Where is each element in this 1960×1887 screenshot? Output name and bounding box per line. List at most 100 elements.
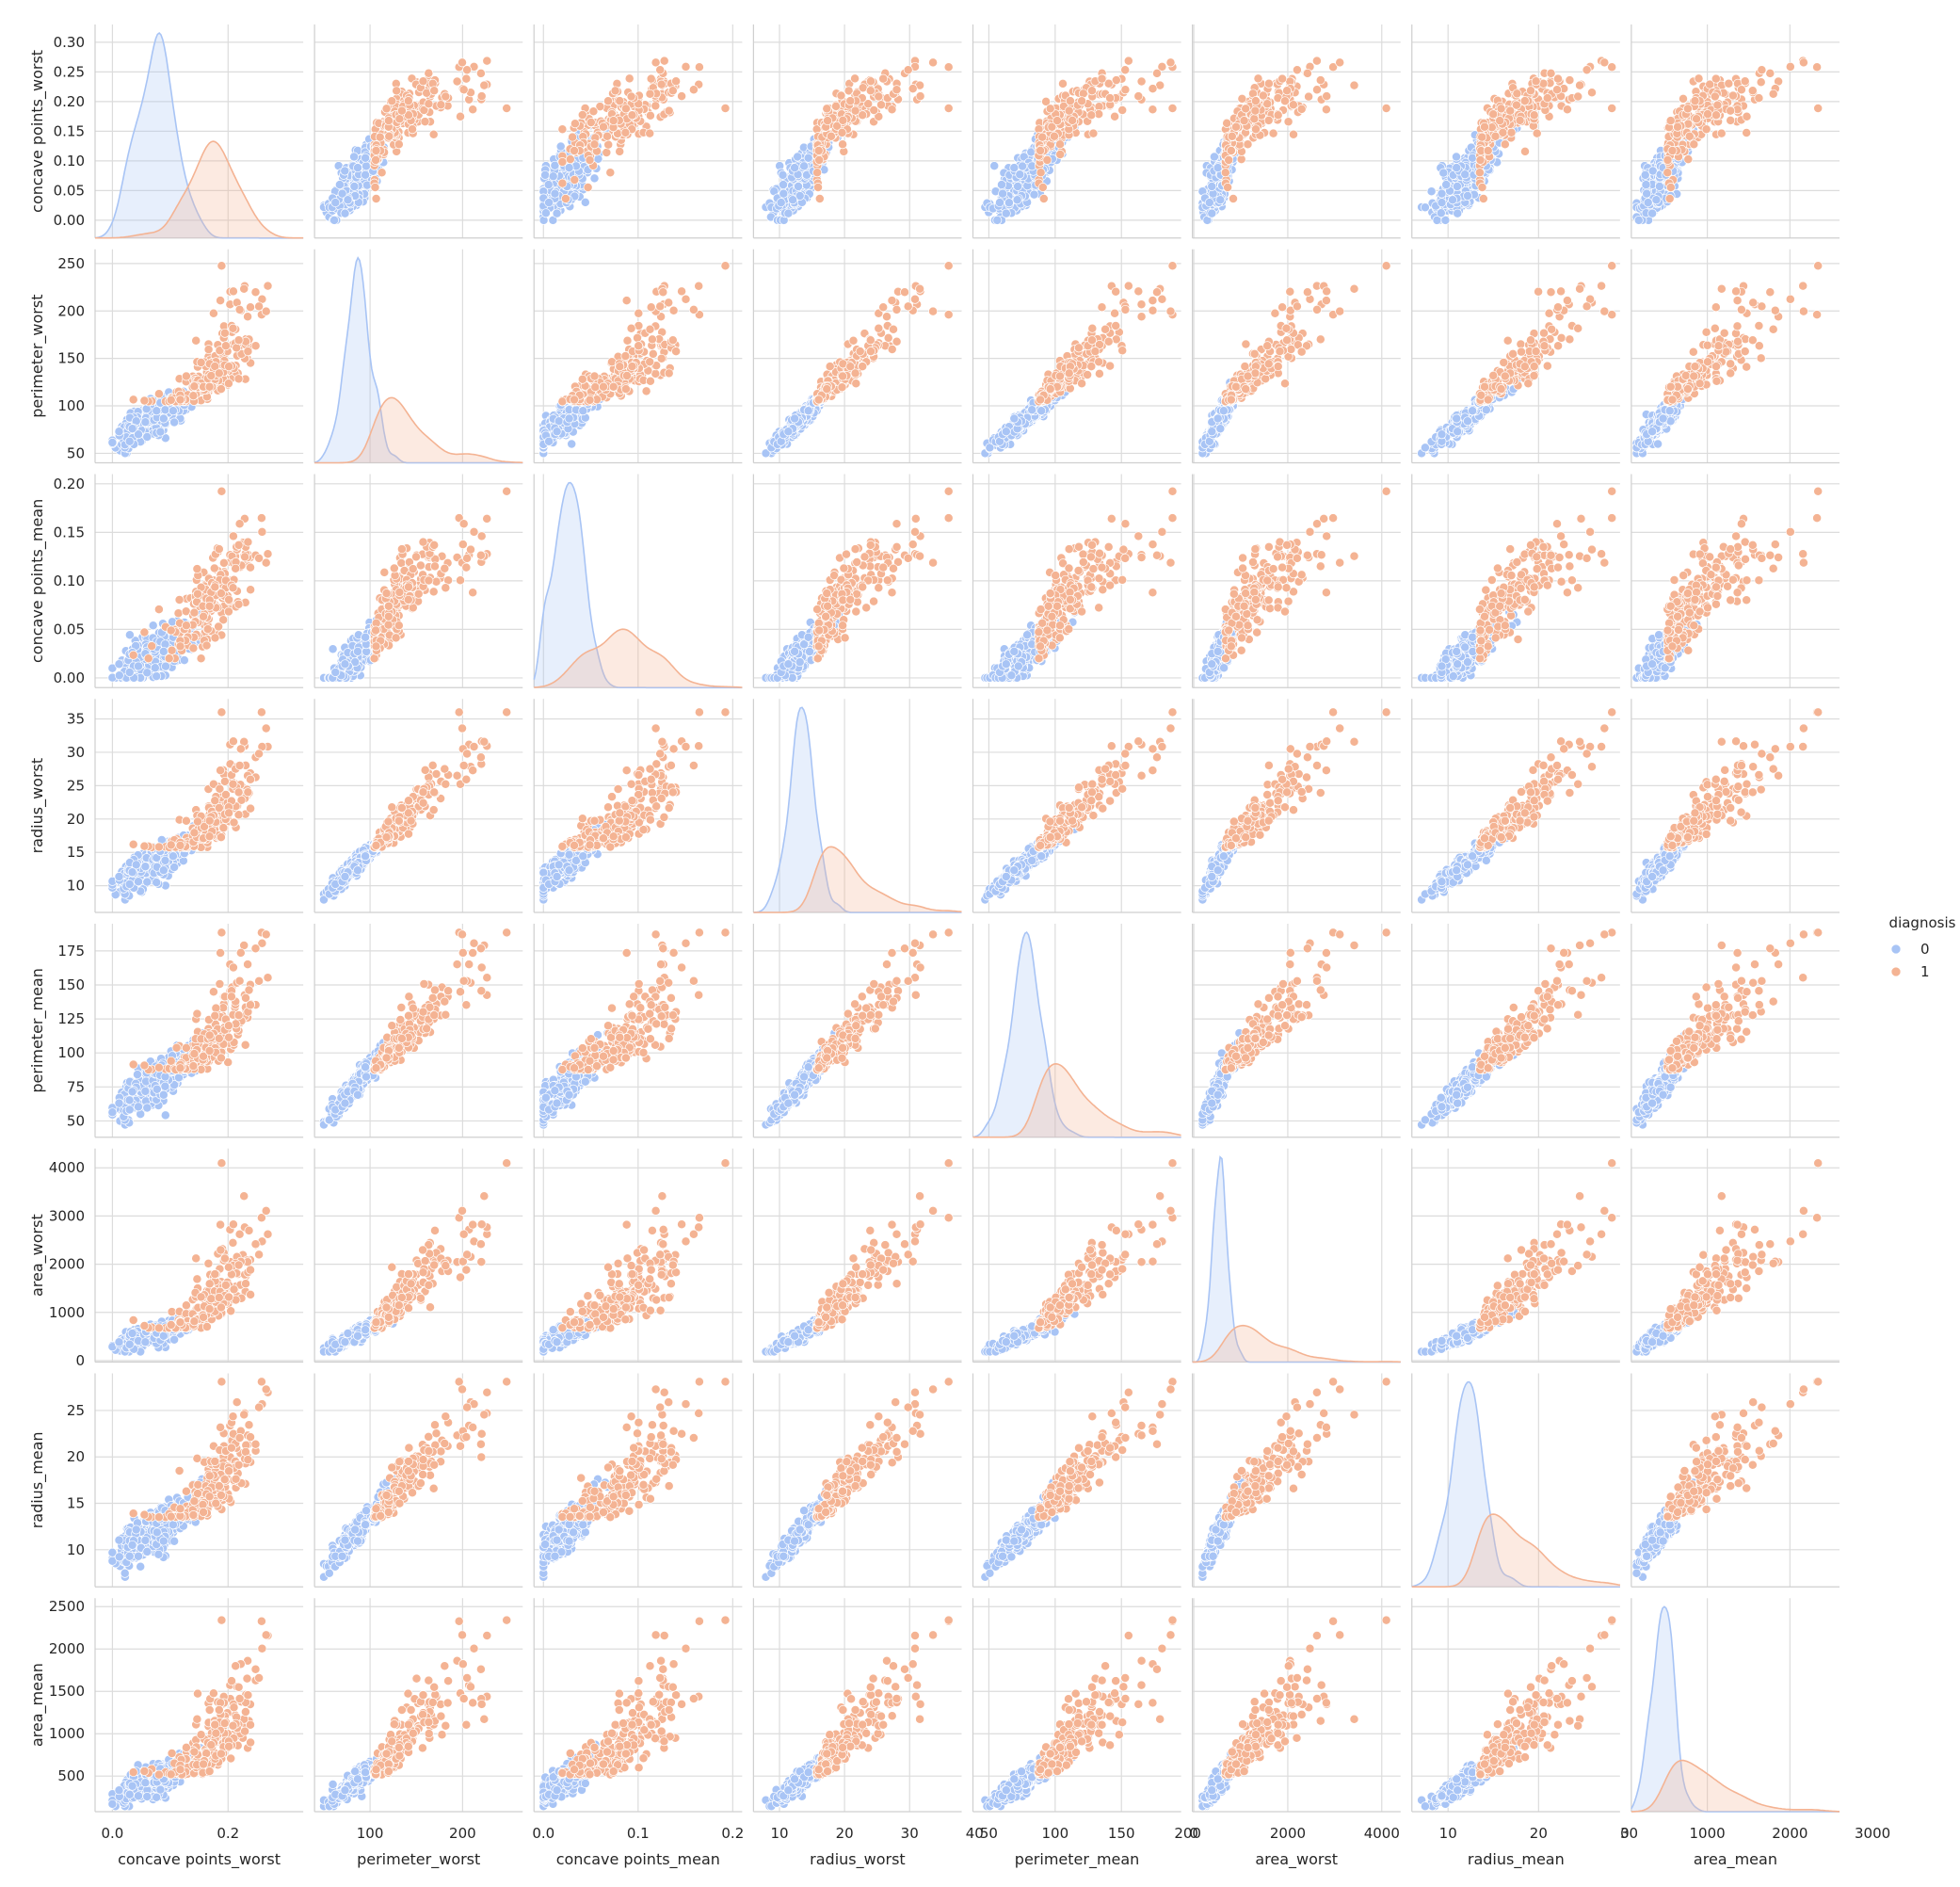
point-class-0 — [544, 181, 553, 189]
point-class-1 — [1476, 155, 1485, 164]
point-class-1 — [1576, 81, 1584, 89]
point-class-1 — [1350, 81, 1358, 89]
point-class-1 — [621, 105, 630, 113]
point-class-1 — [657, 80, 666, 89]
point-class-1 — [394, 140, 403, 149]
point-class-1 — [827, 132, 835, 140]
point-class-1 — [1121, 66, 1130, 74]
point-class-1 — [815, 194, 824, 202]
point-class-1 — [1098, 74, 1106, 83]
point-class-1 — [469, 105, 477, 114]
point-class-1 — [589, 107, 598, 116]
point-class-1 — [1036, 146, 1045, 154]
point-class-0 — [1014, 182, 1022, 190]
point-class-1 — [1278, 74, 1287, 83]
point-class-1 — [831, 102, 840, 110]
point-class-1 — [1799, 58, 1807, 67]
point-class-1 — [839, 116, 847, 124]
point-class-1 — [646, 129, 654, 137]
point-class-0 — [1453, 164, 1461, 172]
point-class-1 — [1039, 194, 1048, 202]
point-class-0 — [1644, 199, 1652, 207]
point-class-1 — [1240, 117, 1248, 125]
point-class-1 — [1118, 105, 1127, 114]
point-class-1 — [944, 63, 953, 72]
point-class-1 — [1223, 119, 1231, 127]
point-class-1 — [908, 85, 917, 93]
point-class-1 — [1814, 104, 1823, 112]
point-class-0 — [995, 199, 1004, 207]
point-class-1 — [419, 77, 427, 86]
point-class-1 — [1727, 106, 1735, 115]
point-class-1 — [1274, 111, 1282, 120]
point-class-1 — [1711, 74, 1720, 83]
point-class-1 — [866, 77, 875, 86]
point-class-0 — [1205, 199, 1213, 207]
point-class-0 — [1454, 209, 1462, 218]
point-class-1 — [1166, 58, 1175, 67]
point-class-1 — [1121, 86, 1130, 94]
point-class-1 — [1316, 76, 1325, 85]
point-class-1 — [1755, 94, 1763, 103]
point-class-1 — [1516, 116, 1524, 124]
point-class-1 — [904, 66, 912, 74]
point-class-1 — [888, 105, 896, 114]
point-class-1 — [586, 118, 595, 126]
point-class-0 — [341, 167, 349, 175]
point-class-1 — [665, 106, 673, 115]
point-class-1 — [1543, 94, 1551, 103]
point-class-1 — [721, 104, 730, 112]
point-class-0 — [170, 418, 179, 427]
point-class-1 — [1280, 97, 1289, 105]
point-class-1 — [1242, 105, 1250, 113]
point-class-0 — [361, 153, 370, 162]
point-class-0 — [361, 162, 370, 170]
point-class-1 — [1251, 125, 1260, 134]
point-class-1 — [1224, 183, 1232, 191]
point-class-1 — [695, 63, 703, 72]
point-class-1 — [1149, 105, 1157, 114]
point-class-1 — [480, 81, 489, 89]
point-class-1 — [385, 132, 394, 140]
point-class-1 — [1693, 115, 1701, 123]
point-class-1 — [378, 169, 386, 177]
point-class-0 — [993, 216, 1002, 224]
point-class-0 — [1427, 187, 1436, 196]
point-class-1 — [408, 125, 416, 134]
point-class-1 — [1748, 87, 1757, 95]
point-class-1 — [462, 74, 471, 83]
point-class-0 — [541, 209, 550, 218]
point-class-1 — [1106, 94, 1115, 103]
point-class-1 — [372, 146, 380, 154]
point-class-1 — [1111, 112, 1119, 121]
point-class-1 — [483, 56, 491, 65]
point-class-0 — [161, 406, 169, 414]
point-class-1 — [1520, 97, 1529, 105]
point-class-1 — [1484, 146, 1492, 154]
point-class-0 — [1421, 203, 1429, 212]
point-class-1 — [425, 69, 433, 77]
point-class-0 — [1463, 191, 1471, 200]
point-class-0 — [361, 170, 370, 179]
point-class-1 — [463, 66, 472, 74]
point-class-1 — [1743, 112, 1751, 121]
point-class-1 — [646, 111, 654, 120]
point-class-1 — [837, 91, 845, 100]
point-class-1 — [1251, 106, 1260, 115]
point-class-0 — [1002, 209, 1010, 218]
point-class-0 — [125, 437, 134, 445]
point-class-1 — [1289, 101, 1297, 109]
point-class-1 — [1289, 130, 1297, 138]
point-class-1 — [611, 87, 619, 95]
point-class-1 — [1526, 87, 1534, 95]
point-class-1 — [1238, 94, 1246, 103]
point-class-1 — [1574, 92, 1582, 101]
point-class-1 — [1711, 111, 1720, 120]
point-class-1 — [1229, 194, 1237, 202]
point-class-1 — [1600, 58, 1609, 67]
point-class-1 — [561, 194, 570, 202]
point-class-0 — [779, 189, 788, 198]
point-class-0 — [999, 189, 1007, 198]
point-class-1 — [656, 66, 665, 74]
